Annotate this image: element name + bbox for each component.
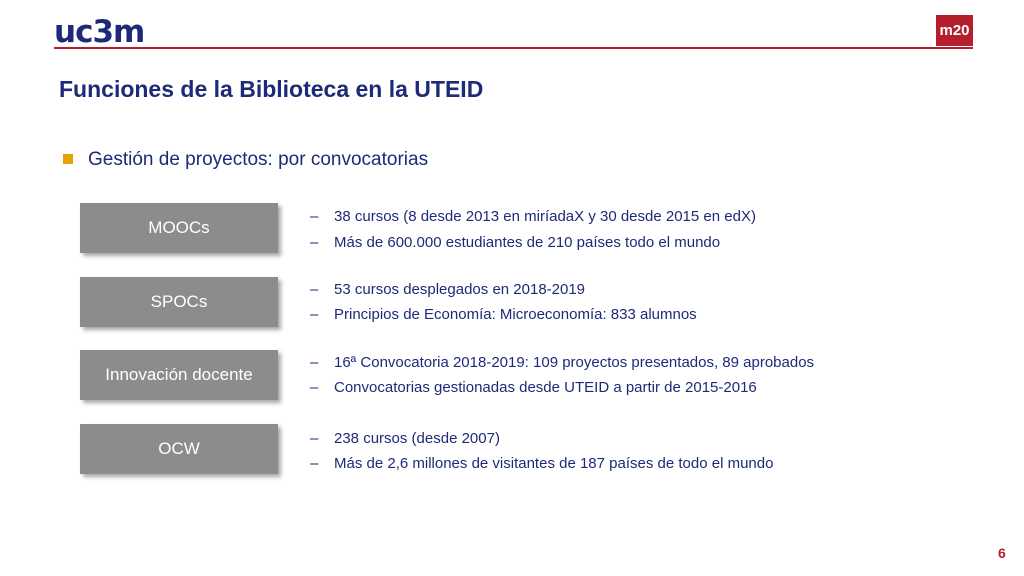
header-divider (54, 47, 973, 49)
dash-marker: – (310, 354, 319, 371)
bullet-text: Principios de Economía: Microeconomía: 8… (334, 306, 697, 323)
dash-marker: – (310, 379, 319, 396)
m20-badge-logo: m20 (936, 15, 973, 46)
category-box-ocw: OCW (80, 424, 278, 474)
dash-marker: – (310, 455, 319, 472)
square-bullet-icon (63, 154, 73, 164)
dash-marker: – (310, 430, 319, 447)
bullet-text: 16ª Convocatoria 2018-2019: 109 proyecto… (334, 354, 815, 371)
uc3m-logo: uc3m (54, 14, 145, 50)
bullet-item: – Más de 600.000 estudiantes de 210 paíse… (310, 234, 720, 251)
dash-marker: – (310, 281, 319, 298)
bullet-text: Más de 2,6 millones de visitantes de 187… (334, 455, 774, 472)
bullet-item: – Convocatorias gestionadas desde UTEID a… (310, 379, 757, 396)
category-box-innovacion-docente: Innovación docente (80, 350, 278, 400)
category-box-spocs: SPOCs (80, 277, 278, 327)
bullet-text: 38 cursos (8 desde 2013 en miríadaX y 30… (334, 208, 756, 225)
bullet-item: –16ª Convocatoria 2018-2019: 109 proyect… (310, 354, 814, 371)
bullet-text: 53 cursos desplegados en 2018-2019 (334, 281, 586, 298)
slide-title: Funciones de la Biblioteca en la UTEID (59, 76, 484, 102)
dash-marker: – (310, 234, 319, 251)
dash-marker: – (310, 208, 319, 225)
dash-marker: – (310, 306, 319, 323)
page-number: 6 (998, 545, 1006, 561)
slide-subtitle: Gestión de proyectos: por convocatorias (88, 149, 429, 170)
bullet-text: 238 cursos (desde 2007) (334, 430, 500, 447)
bullet-item: –38 cursos (8 desde 2013 en miríadaX y 3… (310, 208, 756, 225)
bullet-item: –238 cursos (desde 2007) (310, 430, 500, 447)
bullet-item: – Más de 2,6 millones de visitantes de 18… (310, 455, 773, 472)
bullet-item: – Principios de Economía: Microeconomía: … (310, 306, 697, 323)
bullet-text: Más de 600.000 estudiantes de 210 países… (334, 234, 721, 251)
bullet-text: Convocatorias gestionadas desde UTEID a … (334, 379, 757, 396)
bullet-item: –53 cursos desplegados en 2018-2019 (310, 281, 585, 298)
category-box-moocs: MOOCs (80, 203, 278, 253)
